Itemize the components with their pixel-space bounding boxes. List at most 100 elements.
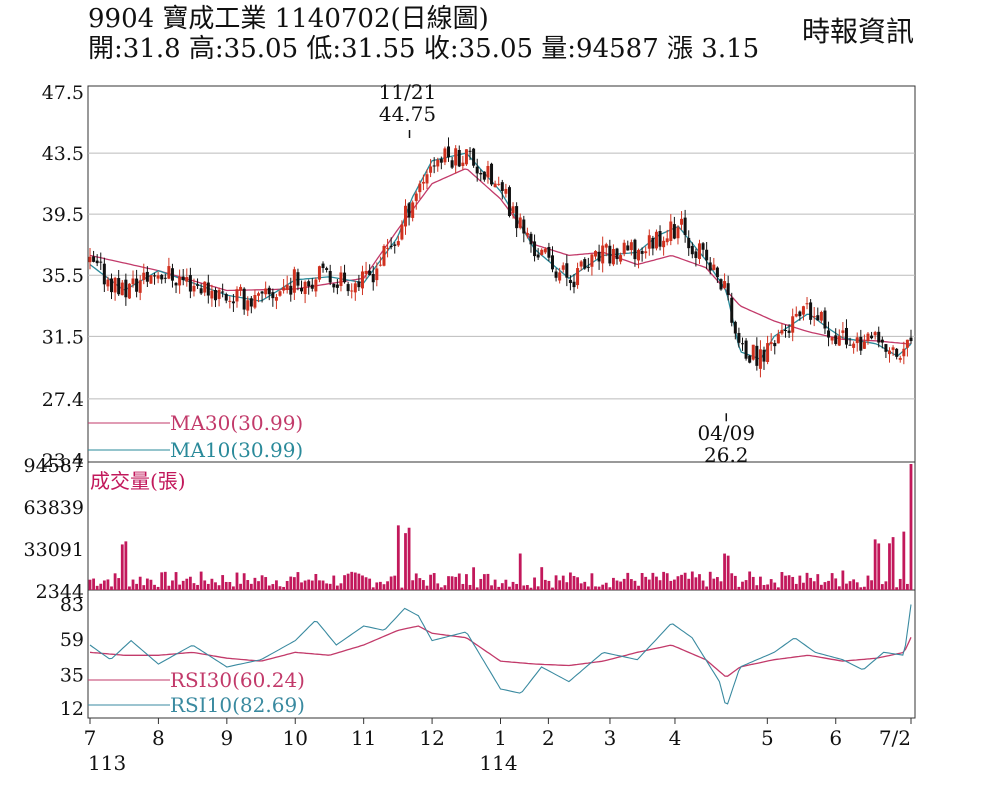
volume-bar (389, 576, 393, 590)
volume-bar (748, 571, 752, 590)
volume-bar (529, 587, 533, 590)
volume-bar (328, 583, 332, 590)
candle-body (206, 282, 210, 296)
candle-body (848, 344, 852, 346)
ma10-line (89, 152, 912, 360)
candle-body (375, 268, 379, 281)
volume-bar (289, 576, 293, 590)
candle-body (188, 275, 192, 292)
candle-body (866, 333, 870, 341)
candle-body (160, 274, 164, 280)
volume-bar (540, 567, 544, 590)
candle-body (515, 206, 519, 229)
candlesticks (88, 129, 913, 422)
candle-body (296, 272, 300, 286)
volume-bar (246, 580, 250, 590)
price-panel-frame (87, 85, 916, 463)
volume-bar (314, 573, 318, 590)
volume-bar (569, 572, 572, 590)
candle-body (604, 244, 608, 248)
candle-body (242, 288, 246, 310)
candle-body (723, 281, 727, 288)
volume-bar (511, 581, 515, 590)
volume-bar (655, 576, 658, 590)
volume-bar (232, 586, 235, 590)
volume-bar (640, 573, 644, 590)
candle-body (773, 342, 777, 347)
volume-bar (443, 585, 447, 590)
volume-bar (870, 580, 873, 590)
candle-body (224, 294, 228, 301)
volume-bar (475, 587, 479, 590)
volume-bar (310, 580, 314, 590)
candle-body (486, 165, 490, 178)
candle-body (558, 272, 562, 281)
candle-body (902, 348, 906, 357)
candle-body (464, 149, 468, 165)
candle-body (755, 345, 759, 366)
candle-body (325, 268, 329, 270)
volume-bar (787, 575, 791, 590)
volume-bar (486, 573, 490, 590)
candle-body (579, 261, 583, 267)
candle-body (138, 280, 142, 293)
candle-body (798, 311, 802, 317)
candle-body (332, 283, 336, 288)
candle-body (264, 288, 268, 295)
candle-body (697, 243, 701, 260)
candle-body (468, 150, 472, 152)
candle-body (339, 272, 343, 287)
volume-bar (500, 583, 504, 590)
candle-body (536, 254, 540, 258)
candle-body (898, 357, 902, 360)
volume-bar (102, 580, 106, 590)
candle-body (239, 286, 243, 291)
candle-body (507, 187, 511, 216)
candle-body (95, 260, 99, 264)
volume-bar (95, 585, 99, 590)
volume-bar (185, 578, 189, 590)
candle-body (594, 250, 598, 257)
candle-body (203, 281, 207, 293)
candle-body (597, 251, 601, 262)
candle-body (694, 251, 698, 258)
volume-bar (482, 574, 486, 590)
candle-body (292, 269, 296, 293)
candle-body (396, 241, 400, 246)
candle-body (231, 301, 235, 304)
candle-body (300, 287, 304, 292)
volume-bar (862, 586, 866, 590)
volume-tick-label: 63839 (24, 497, 84, 519)
volume-bar (422, 580, 425, 590)
volume-bar (819, 584, 823, 590)
candle-body (784, 330, 788, 332)
volume-bar (378, 581, 382, 590)
candle-body (432, 165, 436, 167)
volume-bar (163, 571, 167, 590)
candle-body (253, 295, 257, 308)
candle-body (156, 275, 160, 279)
volume-bar (622, 578, 626, 590)
candle-body (418, 183, 422, 193)
volume-bar (436, 583, 440, 590)
volume-bar (827, 580, 830, 590)
candle-body (608, 245, 612, 264)
volume-bar (558, 580, 562, 590)
candle-body (877, 331, 881, 343)
year-label: 113 (88, 751, 126, 775)
candle-body (873, 332, 877, 336)
volume-bar (199, 571, 203, 590)
candle-body (267, 287, 271, 295)
candle-body (637, 249, 641, 261)
candle-body (163, 277, 167, 279)
candle-body (142, 272, 146, 280)
candle-body (192, 285, 196, 292)
volume-bar (762, 584, 766, 590)
candle-body (909, 337, 913, 342)
candle-body (880, 339, 884, 343)
volume-bar (335, 585, 339, 590)
volume-bar (809, 577, 813, 590)
volume-bar (292, 577, 296, 590)
candle-body (307, 281, 311, 287)
candle-body (748, 355, 752, 363)
